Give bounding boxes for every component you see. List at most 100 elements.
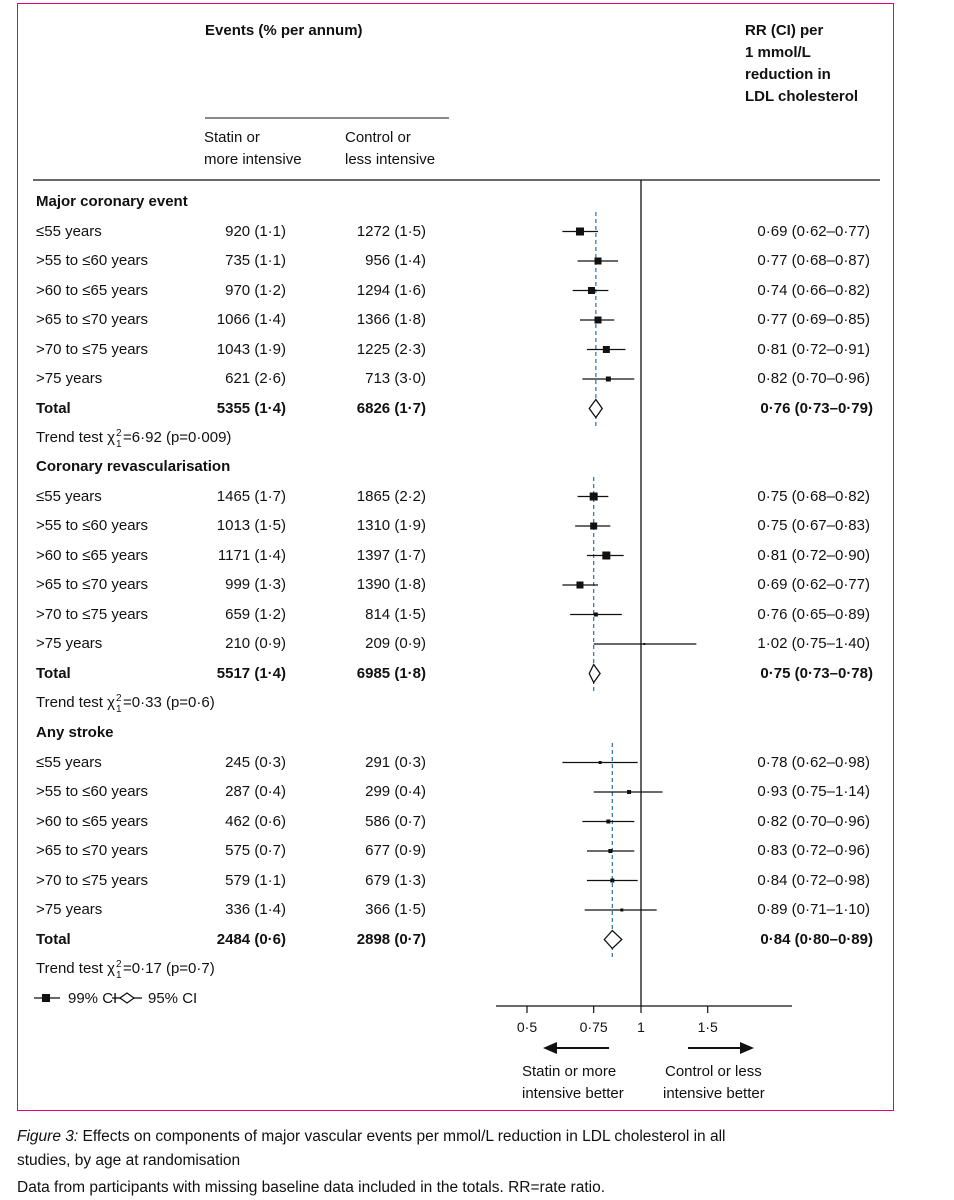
point-estimate-square <box>610 878 615 883</box>
trend-test: Trend test χ 2 1 =0·33 (p=0·6) <box>36 693 215 715</box>
control-events: 586 (0·7) <box>365 812 426 830</box>
statin-events: 1066 (1·4) <box>216 311 286 328</box>
statin-events: 1043 (1·9) <box>216 340 286 358</box>
rr-header-line3: reduction in <box>745 66 831 83</box>
trend-test-prefix: Trend test χ <box>36 694 116 711</box>
rr-ci-text: 0·69 (0·62–0·77) <box>757 222 870 240</box>
caption-title: Figure 3: Effects on components of major… <box>17 1126 725 1148</box>
point-estimate-square <box>627 790 632 794</box>
row-label: >55 to ≤60 years <box>36 252 149 269</box>
total-label: Total <box>36 664 71 682</box>
point-estimate-square <box>589 492 598 501</box>
caption-figure-label: Figure 3: <box>17 1128 79 1145</box>
point-estimate-square <box>593 612 598 617</box>
row-label: >65 to ≤70 years <box>36 311 149 328</box>
point-estimate-square <box>590 522 598 530</box>
control-events: 956 (1·4) <box>365 252 426 269</box>
row-label: >75 years <box>36 635 103 652</box>
rr-ci-text: 0·75 (0·68–0·82) <box>757 487 870 505</box>
trend-test: Trend test χ 2 1 =6·92 (p=0·009) <box>36 428 232 450</box>
rr-ci-text: 0·82 (0·70–0·96) <box>757 370 870 387</box>
control-events: 1294 (1·6) <box>356 281 426 299</box>
control-header-line1: Control or <box>345 129 411 146</box>
section-title: Coronary revascularisation <box>36 458 231 475</box>
legend-ci99-square <box>42 994 50 1002</box>
chi-sub: 1 <box>116 704 122 715</box>
rr-ci-text: 0·76 (0·65–0·89) <box>757 605 870 623</box>
chi-sup: 2 <box>116 693 122 704</box>
statin-events: 245 (0·3) <box>225 753 286 771</box>
total-control-events: 6985 (1·8) <box>356 664 426 682</box>
rr-ci-text: 0·89 (0·71–1·10) <box>757 901 870 918</box>
legend-ci95-label: 95% CI <box>148 990 198 1007</box>
x-tick-label: 1 <box>637 1019 645 1035</box>
total-statin-events: 5355 (1·4) <box>216 399 286 417</box>
rr-ci-text: 0·78 (0·62–0·98) <box>757 753 870 771</box>
section-title: Any stroke <box>36 724 114 741</box>
trend-test-suffix: =0·33 (p=0·6) <box>123 694 215 711</box>
point-estimate-square <box>594 257 602 265</box>
control-events: 679 (1·3) <box>365 871 426 889</box>
row-label: ≤55 years <box>36 753 102 771</box>
left-arrow-label-line1: Statin or more <box>522 1063 617 1080</box>
legend-symbols <box>34 992 142 1004</box>
row-label: >60 to ≤65 years <box>36 812 149 830</box>
control-events: 713 (3·0) <box>365 370 426 387</box>
total-statin-events: 5517 (1·4) <box>216 664 286 682</box>
trend-test: Trend test χ 2 1 =0·17 (p=0·7) <box>36 959 215 981</box>
row-label: ≤55 years <box>36 222 102 240</box>
left-arrow-label-line2: intensive better <box>522 1085 624 1102</box>
total-statin-events: 2484 (0·6) <box>216 930 286 948</box>
right-arrow-label-line2: intensive better <box>663 1085 765 1102</box>
chi-sup: 2 <box>116 428 122 439</box>
total-rr-ci-text: 0·75 (0·73–0·78) <box>760 664 873 682</box>
rr-ci-text: 0·82 (0·70–0·96) <box>757 812 870 830</box>
statin-header-line1: Statin or <box>204 129 260 146</box>
point-estimate-square <box>606 819 611 824</box>
row-label: >55 to ≤60 years <box>36 517 149 534</box>
control-events: 677 (0·9) <box>365 842 426 859</box>
control-events: 299 (0·4) <box>365 783 426 800</box>
total-rr-ci-text: 0·84 (0·80–0·89) <box>760 930 873 948</box>
statin-events: 621 (2·6) <box>225 370 286 387</box>
point-estimate-square <box>587 287 595 294</box>
x-tick-label: 1·5 <box>698 1019 718 1035</box>
figure-frame <box>17 3 894 1111</box>
point-estimate-square <box>608 849 613 853</box>
total-diamond <box>603 929 623 950</box>
control-events: 1397 (1·7) <box>356 546 426 564</box>
row-label: >75 years <box>36 901 103 918</box>
statin-events: 920 (1·1) <box>225 222 286 240</box>
point-estimate-square <box>602 551 611 560</box>
point-estimate-square <box>605 376 611 382</box>
point-estimate-square <box>643 643 646 645</box>
control-events: 209 (0·9) <box>365 635 426 652</box>
point-estimate-square <box>602 346 610 353</box>
total-diamond <box>588 398 604 419</box>
x-tick-label: 0·75 <box>580 1019 608 1035</box>
control-events: 1310 (1·9) <box>356 517 426 534</box>
legend-ci99-label: 99% CI <box>68 990 118 1007</box>
rr-ci-text: 0·93 (0·75–1·14) <box>757 783 870 800</box>
total-label: Total <box>36 399 71 417</box>
statin-events: 462 (0·6) <box>225 812 286 830</box>
point-estimate-square <box>575 227 584 236</box>
section-title: Major coronary event <box>36 193 188 210</box>
legend-ci95-diamond <box>118 992 136 1004</box>
row-label: ≤55 years <box>36 487 102 505</box>
chi-sup: 2 <box>116 959 122 970</box>
point-estimate-square <box>598 761 602 764</box>
row-label: >60 to ≤65 years <box>36 546 149 564</box>
control-events: 291 (0·3) <box>365 753 426 771</box>
rr-ci-text: 0·75 (0·67–0·83) <box>757 517 870 534</box>
right-arrow-head <box>740 1042 754 1054</box>
statin-events: 659 (1·2) <box>225 605 286 623</box>
statin-events: 336 (1·4) <box>225 901 286 918</box>
statin-events: 287 (0·4) <box>225 783 286 800</box>
rr-ci-text: 0·84 (0·72–0·98) <box>757 871 870 889</box>
row-label: >70 to ≤75 years <box>36 871 149 889</box>
caption-note: Data from participants with missing base… <box>17 1179 606 1196</box>
trend-test-suffix: =6·92 (p=0·009) <box>123 429 232 446</box>
control-events: 1865 (2·2) <box>356 487 426 505</box>
